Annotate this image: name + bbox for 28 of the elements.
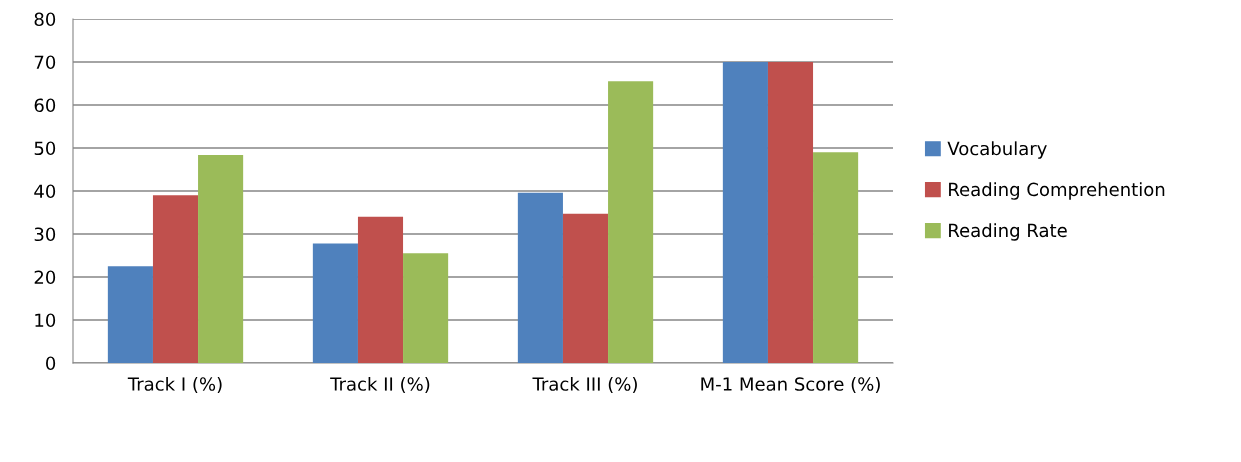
y-tick-label: 10 <box>35 313 56 328</box>
y-tick-label: 60 <box>34 98 56 113</box>
bar <box>767 62 814 363</box>
bar <box>517 192 563 363</box>
bar <box>312 243 358 363</box>
bar <box>403 253 449 363</box>
x-tick-label: Track II (%) <box>330 376 430 393</box>
legend-label: Vocabulary <box>947 141 1047 159</box>
bar <box>198 154 244 363</box>
bar <box>562 213 609 363</box>
y-tick-label: 50 <box>34 141 56 156</box>
bar <box>608 81 654 363</box>
y-tick-label: 80 <box>34 12 56 27</box>
y-tick-label: 70 <box>34 55 56 70</box>
x-tick-label: M-1 Mean Score (%) <box>701 376 880 393</box>
bar <box>722 62 768 363</box>
x-tick-label: Track I (%) <box>127 376 222 393</box>
bar <box>152 195 199 363</box>
legend-label: Reading Rate <box>949 223 1067 241</box>
y-tick-label: 40 <box>34 184 56 199</box>
bar <box>357 216 404 363</box>
y-tick-label: 20 <box>34 270 56 285</box>
legend-label: Reading Comprehention <box>949 182 1165 200</box>
bar <box>813 152 859 363</box>
x-tick-label: Track III (%) <box>532 376 637 393</box>
y-tick-label: 30 <box>34 227 56 242</box>
bar <box>107 266 153 363</box>
y-tick-label: 0 <box>46 356 56 371</box>
